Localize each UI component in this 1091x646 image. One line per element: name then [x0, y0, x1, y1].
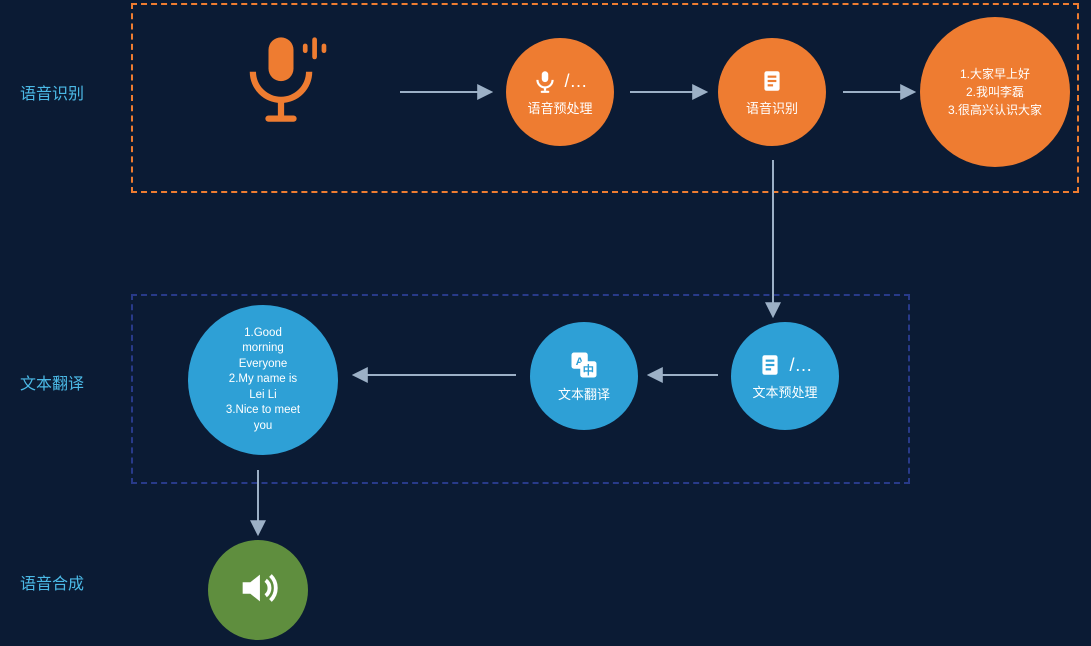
mt-out-line-5: Lei Li — [249, 388, 277, 404]
asr-preprocess-node: /… 语音预处理 — [506, 38, 614, 146]
asr-rec-label: 语音识别 — [746, 98, 798, 117]
mic-icon — [532, 68, 558, 94]
diagram-canvas: 语音识别 文本翻译 语音合成 — [0, 0, 1091, 646]
mt-out-line-2: morning — [242, 341, 284, 357]
microphone-icon — [231, 28, 331, 133]
mt-preprocess-node: /… 文本预处理 — [731, 322, 839, 430]
mt-translate-node: A中 文本翻译 — [530, 322, 638, 430]
translate-icon: A中 — [569, 350, 599, 380]
tts-node — [208, 540, 308, 640]
document-icon — [759, 68, 785, 94]
mt-out-line-7: you — [254, 419, 273, 435]
asr-out-line-2: 2.我叫李磊 — [966, 83, 1024, 101]
mt-out-line-3: Everyone — [239, 357, 288, 373]
asr-out-line-3: 3.很高兴认识大家 — [948, 101, 1042, 119]
asr-recognition-node: 语音识别 — [718, 38, 826, 146]
section-mt-label: 文本翻译 — [20, 370, 84, 394]
asr-pre-label: 语音预处理 — [527, 98, 592, 117]
mt-output-node: 1.Good morning Everyone 2.My name is Lei… — [188, 305, 338, 455]
mt-tx-label: 文本翻译 — [558, 384, 610, 403]
section-asr-label: 语音识别 — [20, 80, 84, 104]
document-icon — [757, 352, 783, 378]
mt-out-line-4: 2.My name is — [229, 372, 297, 388]
asr-out-line-1: 1.大家早上好 — [960, 65, 1030, 83]
asr-output-node: 1.大家早上好 2.我叫李磊 3.很高兴认识大家 — [920, 17, 1070, 167]
mt-pre-label: 文本预处理 — [752, 382, 817, 401]
asr-pre-suffix: /… — [564, 72, 587, 90]
svg-text:中: 中 — [583, 362, 594, 376]
mt-out-line-1: 1.Good — [244, 326, 282, 342]
section-tts-label: 语音合成 — [20, 570, 84, 594]
mt-out-line-6: 3.Nice to meet — [226, 403, 300, 419]
speaker-icon — [235, 565, 281, 616]
mt-pre-suffix: /… — [789, 356, 812, 374]
